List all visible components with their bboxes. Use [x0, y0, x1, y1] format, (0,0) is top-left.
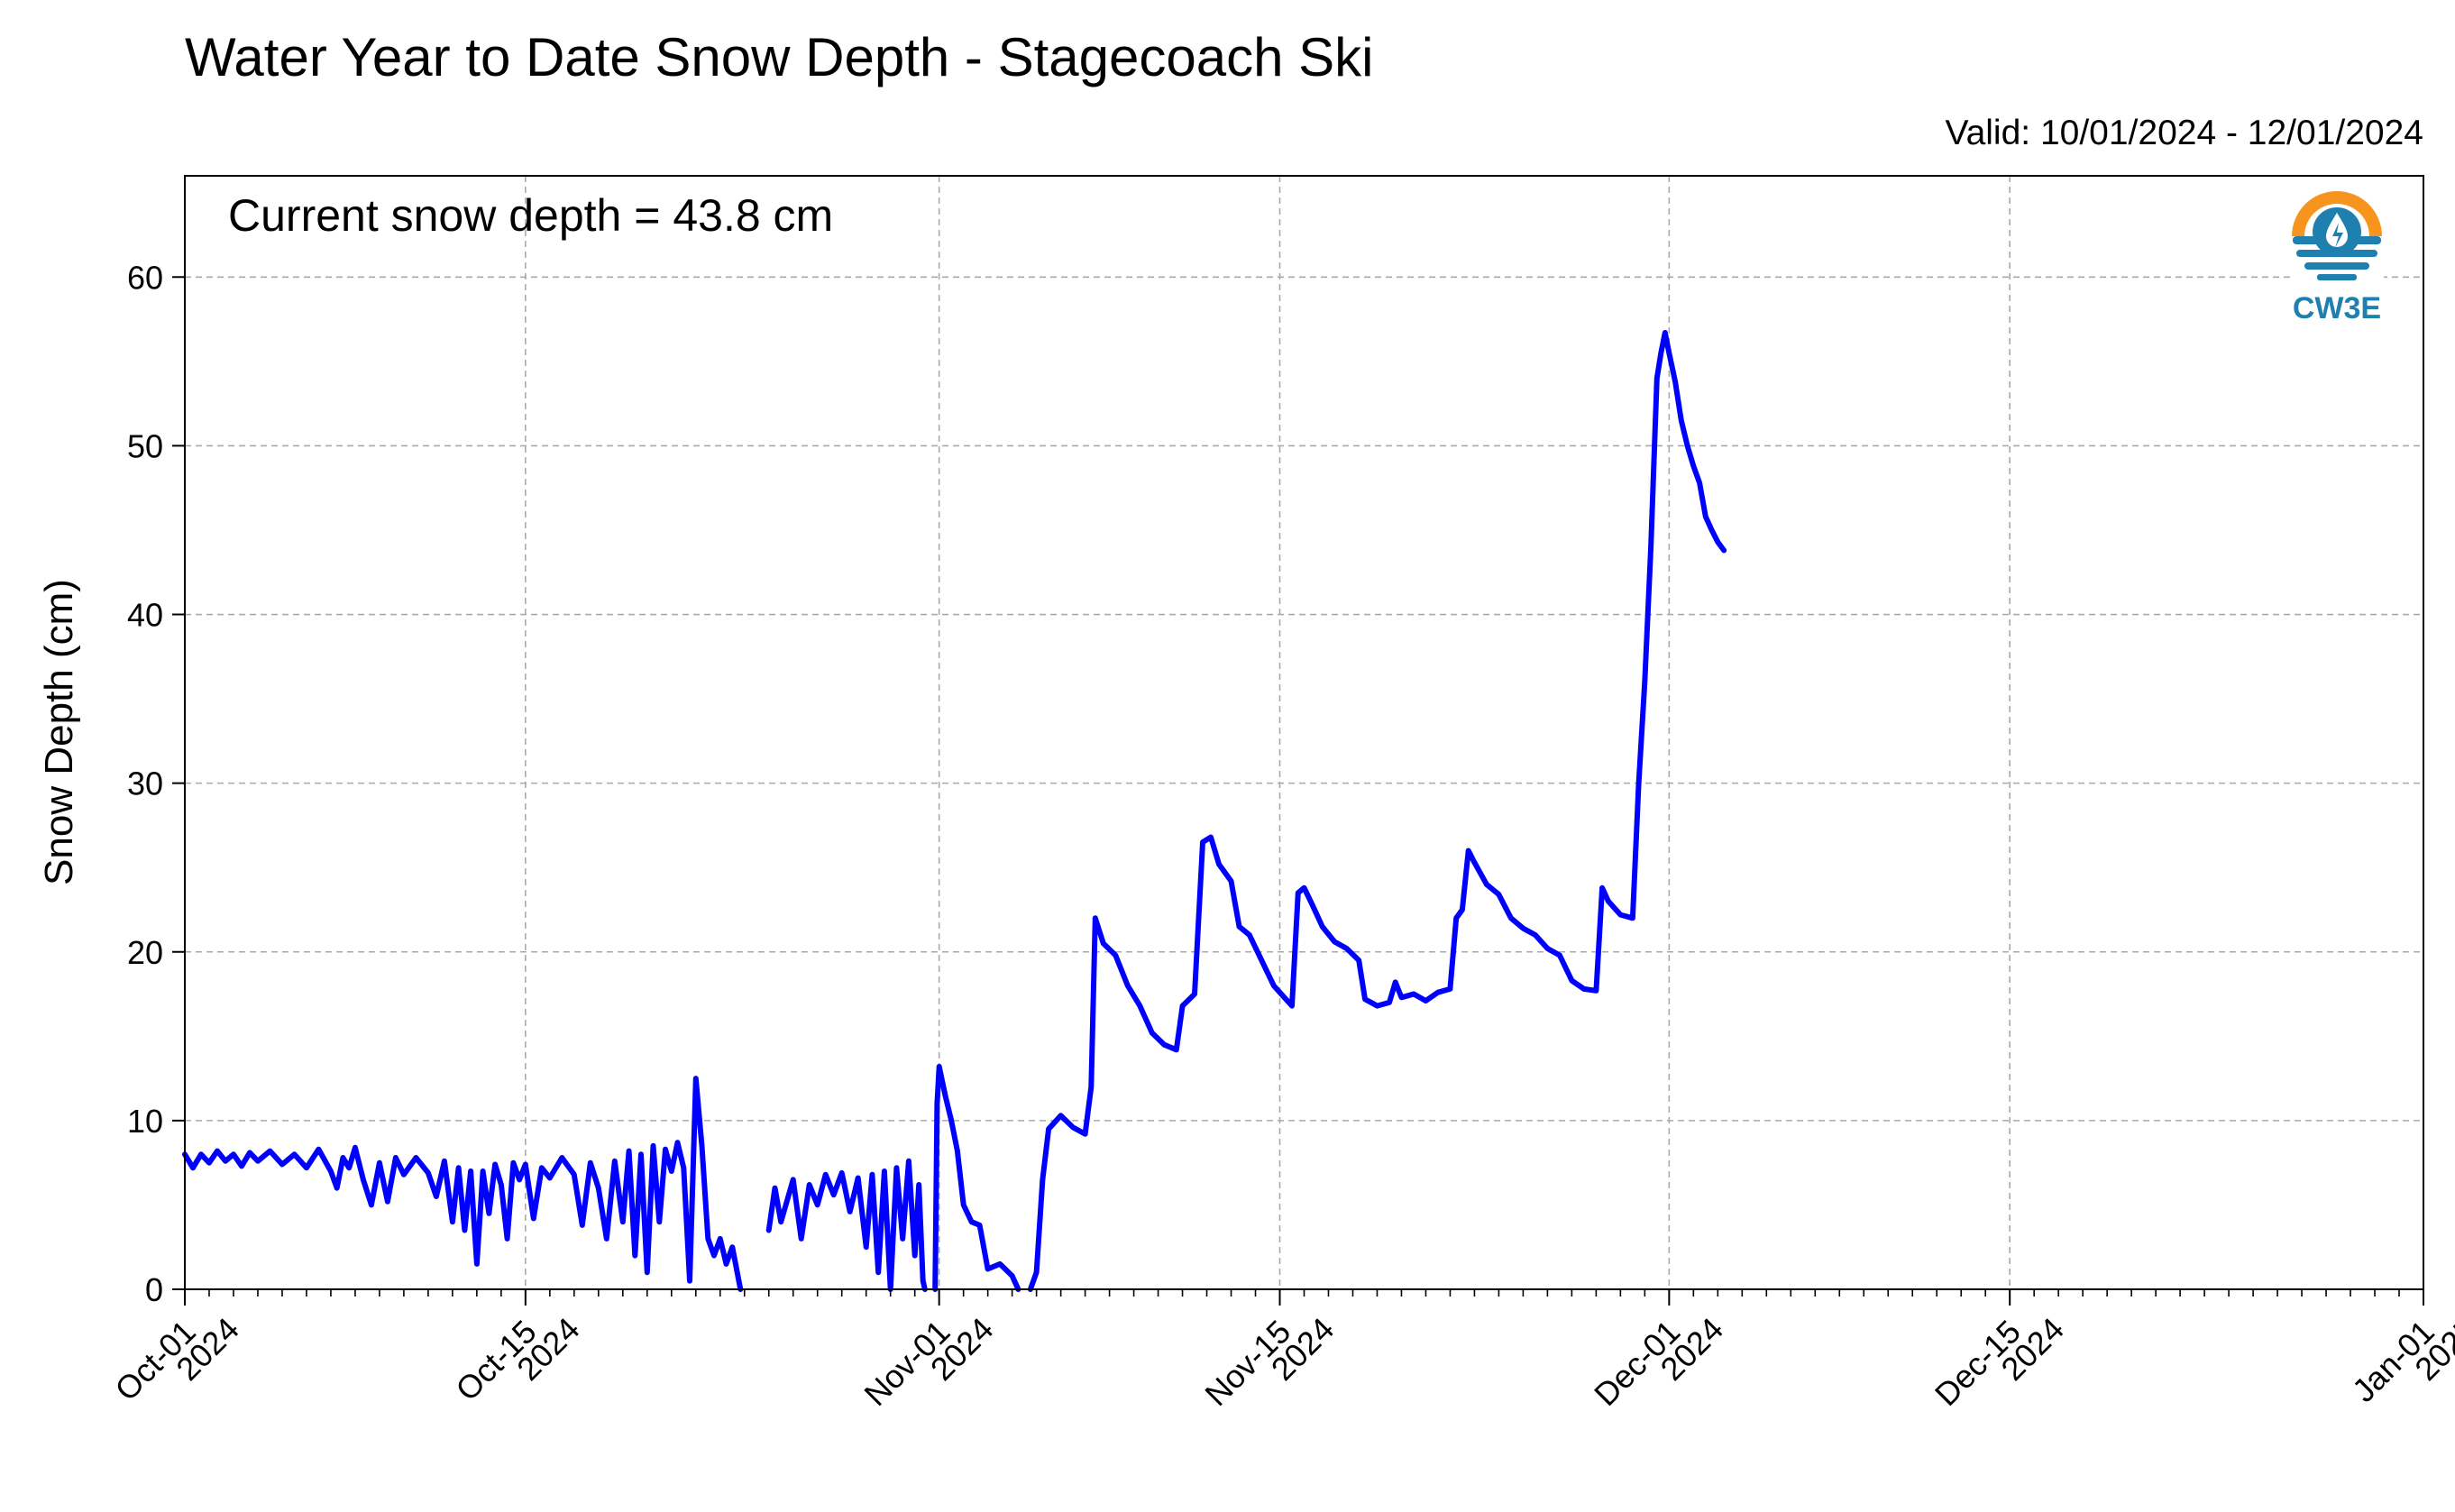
valid-range-label: Valid: 10/01/2024 - 12/01/2024	[1945, 114, 2423, 152]
y-tick-label: 40	[127, 597, 163, 634]
y-tick-label: 30	[127, 765, 163, 802]
y-tick-label: 10	[127, 1103, 163, 1140]
y-tick-label: 20	[127, 934, 163, 971]
plot-area	[185, 176, 2423, 1289]
grid-lines	[185, 176, 2423, 1289]
chart-title: Water Year to Date Snow Depth - Stagecoa…	[185, 27, 1374, 87]
snow-depth-line	[932, 1064, 1021, 1292]
cw3e-logo-text: CW3E	[2293, 291, 2381, 325]
y-tick-label: 50	[127, 427, 163, 464]
snow-depth-line	[1027, 330, 1727, 1292]
y-axis-ticks: 0 10 20 30 40 50 60	[127, 259, 185, 1308]
cw3e-logo: CW3E	[2290, 191, 2384, 325]
y-tick-label: 0	[145, 1271, 163, 1308]
y-tick-label: 60	[127, 259, 163, 296]
current-depth-annotation: Current snow depth = 43.8 cm	[228, 190, 833, 241]
snow-depth-series	[182, 330, 1727, 1292]
snow-depth-line	[765, 1158, 928, 1292]
snow-depth-line	[182, 1076, 744, 1292]
y-axis-label: Snow Depth (cm)	[37, 579, 81, 885]
